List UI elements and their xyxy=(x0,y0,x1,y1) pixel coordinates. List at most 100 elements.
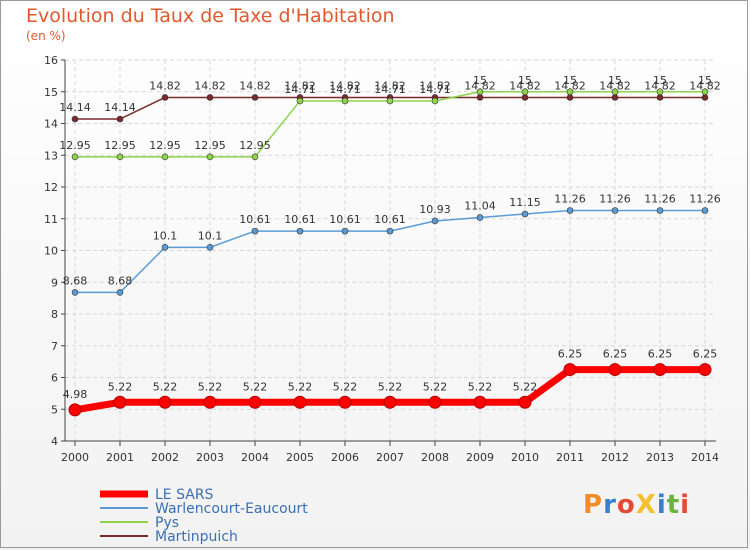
data-point xyxy=(296,227,304,235)
y-tick-label: 11 xyxy=(44,213,58,226)
data-label: 10.93 xyxy=(419,203,451,216)
data-point xyxy=(71,153,79,161)
data-label: 12.95 xyxy=(59,139,91,152)
data-label: 10.61 xyxy=(374,213,406,226)
y-tick-label: 9 xyxy=(51,276,58,289)
y-tick-label: 5 xyxy=(51,403,58,416)
x-tick-label: 2002 xyxy=(151,451,179,464)
data-point xyxy=(251,94,259,101)
x-tick-label: 2012 xyxy=(601,451,629,464)
data-point xyxy=(428,395,442,409)
logo-letter: i xyxy=(680,490,691,520)
data-label: 10.1 xyxy=(198,229,223,242)
data-label: 5.22 xyxy=(243,380,268,393)
y-tick-label: 14 xyxy=(44,118,58,131)
data-point xyxy=(386,227,394,235)
legend-label-2: Pys xyxy=(155,515,179,531)
data-point xyxy=(476,88,484,96)
data-point xyxy=(611,88,619,96)
x-tick-label: 2010 xyxy=(511,451,539,464)
data-point xyxy=(206,94,214,101)
data-label: 14.82 xyxy=(284,79,316,92)
logo-letter: t xyxy=(666,490,681,520)
data-point xyxy=(251,227,259,235)
data-point xyxy=(698,363,712,377)
x-tick-label: 2011 xyxy=(556,451,584,464)
data-point xyxy=(653,363,667,377)
data-label: 11.26 xyxy=(554,192,586,205)
logo-letter: X xyxy=(635,490,657,520)
data-label: 11.26 xyxy=(599,192,631,205)
data-point xyxy=(341,227,349,235)
data-point xyxy=(476,94,484,101)
data-label: 12.95 xyxy=(194,139,226,152)
data-point xyxy=(608,363,622,377)
data-label: 15 xyxy=(698,74,712,87)
x-tick-label: 2008 xyxy=(421,451,449,464)
data-point xyxy=(521,210,529,218)
data-point xyxy=(158,395,172,409)
data-label: 14.82 xyxy=(329,79,361,92)
data-label: 6.25 xyxy=(603,348,628,361)
data-label: 14.14 xyxy=(59,101,91,114)
data-label: 10.61 xyxy=(284,213,316,226)
legend-label-0: LE SARS xyxy=(155,487,214,503)
data-point xyxy=(341,97,349,105)
logo-letter: r xyxy=(603,490,617,520)
data-point xyxy=(431,217,439,225)
x-tick-label: 2007 xyxy=(376,451,404,464)
data-label: 5.22 xyxy=(288,380,313,393)
data-point xyxy=(116,115,124,123)
legend-label-1: Warlencourt-Eaucourt xyxy=(155,501,308,517)
data-label: 11.15 xyxy=(509,196,541,209)
data-label: 15 xyxy=(518,74,532,87)
data-point xyxy=(293,395,307,409)
data-label: 14.71 xyxy=(284,83,316,96)
x-tick-label: 2014 xyxy=(691,451,719,464)
data-label: 14.82 xyxy=(644,79,676,92)
data-point xyxy=(701,207,709,214)
data-point xyxy=(68,403,82,417)
data-label: 6.25 xyxy=(693,348,718,361)
data-label: 12.95 xyxy=(239,139,271,152)
data-label: 5.22 xyxy=(468,380,493,393)
y-tick-label: 16 xyxy=(44,54,58,67)
data-label: 14.82 xyxy=(554,79,586,92)
data-point xyxy=(251,153,259,161)
data-label: 6.25 xyxy=(558,348,583,361)
x-tick-label: 2005 xyxy=(286,451,314,464)
data-label: 11.04 xyxy=(464,199,496,212)
data-label: 5.22 xyxy=(378,380,403,393)
data-point xyxy=(566,207,574,214)
data-label: 14.71 xyxy=(329,83,361,96)
data-label: 14.71 xyxy=(419,83,451,96)
data-point xyxy=(521,88,529,96)
data-label: 14.71 xyxy=(374,83,406,96)
data-point xyxy=(521,94,529,101)
data-label: 4.98 xyxy=(63,388,88,401)
data-label: 15 xyxy=(608,74,622,87)
data-point xyxy=(161,244,169,251)
data-label: 10.61 xyxy=(239,213,271,226)
y-tick-label: 7 xyxy=(51,340,58,353)
data-label: 5.22 xyxy=(513,380,538,393)
logo-letter: P xyxy=(583,490,604,520)
data-point xyxy=(296,97,304,105)
data-point xyxy=(656,207,664,214)
legend-label-3: Martinpuich xyxy=(155,529,238,545)
data-label: 15 xyxy=(473,74,487,87)
data-point xyxy=(386,97,394,105)
x-tick-label: 2000 xyxy=(61,451,89,464)
data-point xyxy=(566,94,574,101)
logo-letter: o xyxy=(616,490,636,520)
data-label: 14.82 xyxy=(194,79,226,92)
data-point xyxy=(71,289,79,296)
logo-letter: i xyxy=(656,490,667,520)
data-label: 14.82 xyxy=(419,79,451,92)
data-point xyxy=(161,153,169,161)
data-point xyxy=(248,395,262,409)
x-tick-label: 2013 xyxy=(646,451,674,464)
data-label: 10.61 xyxy=(329,213,361,226)
data-point xyxy=(113,395,127,409)
